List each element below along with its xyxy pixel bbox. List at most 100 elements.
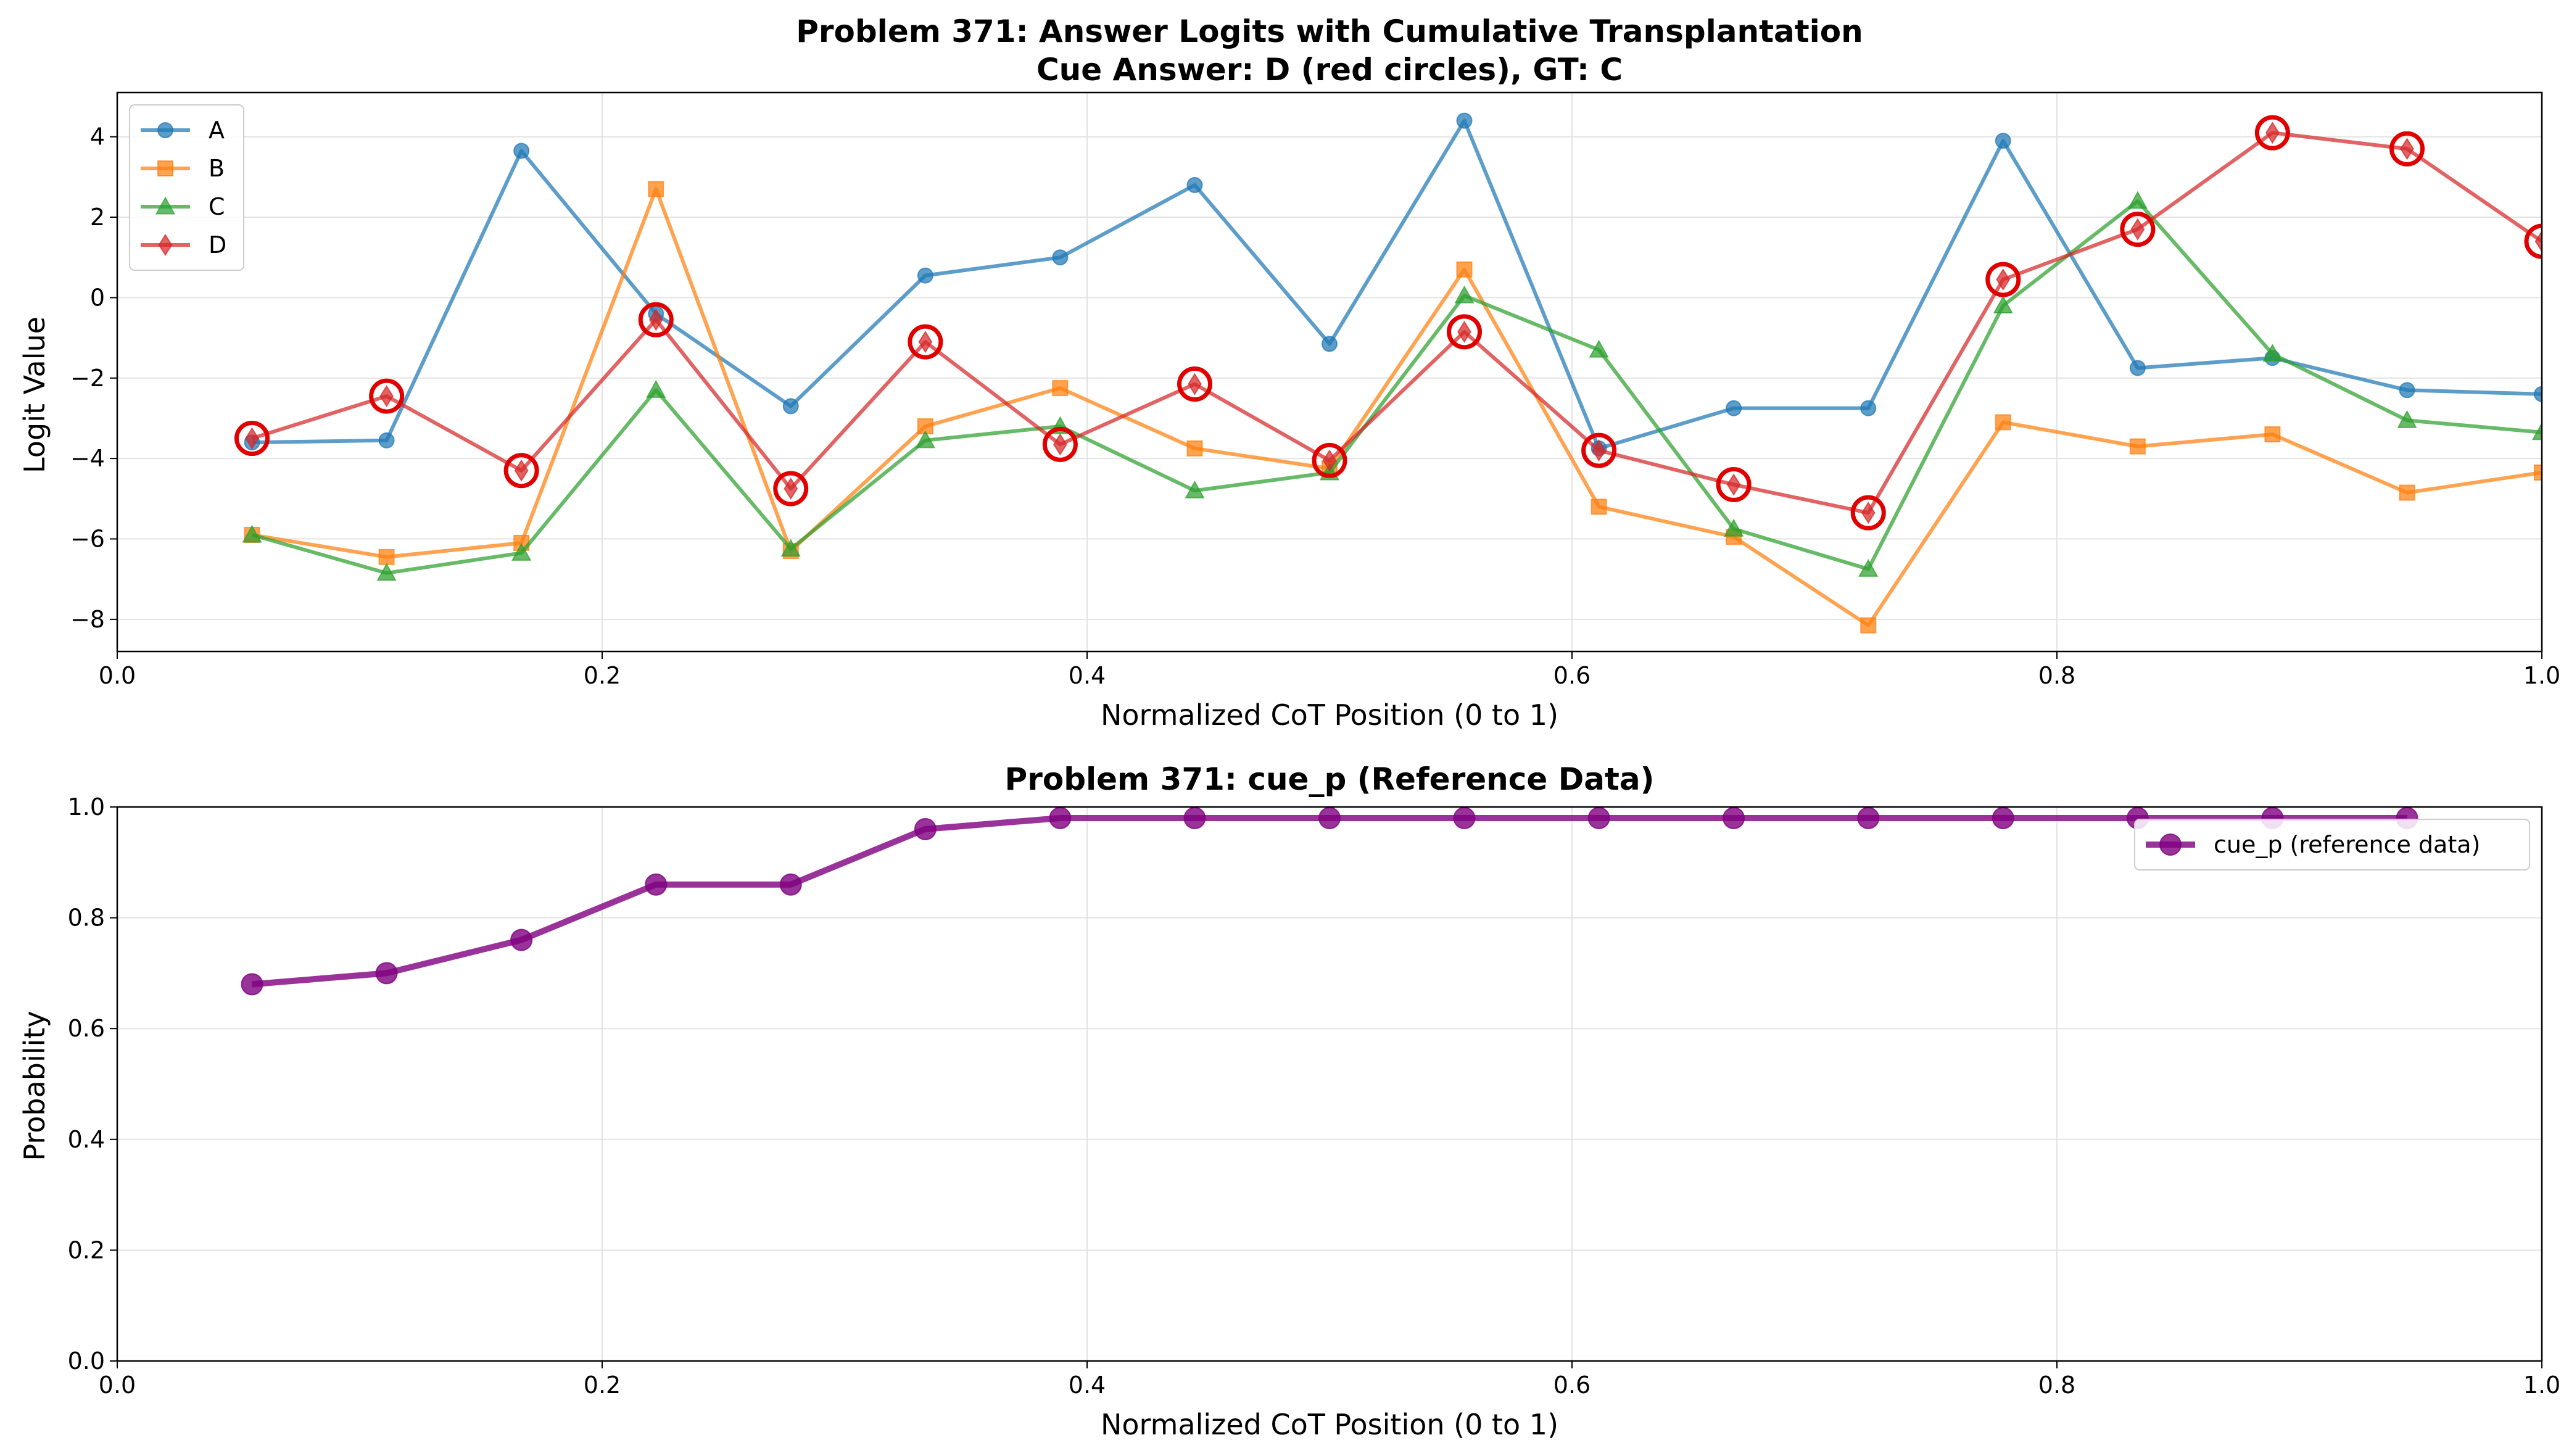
legend-marker [2159, 833, 2182, 856]
cue-highlight-circle [2389, 131, 2425, 167]
data-point-B [1591, 498, 1607, 515]
data-point-C [376, 563, 397, 581]
data-point-A [1052, 249, 1069, 266]
data-point-cue_p (reference data) [914, 817, 937, 840]
y-tick-label: 0.0 [68, 1347, 105, 1375]
x-axis-label: Normalized CoT Position (0 to 1) [1101, 698, 1558, 732]
data-point-D [2400, 138, 2414, 160]
data-point-D [2130, 218, 2145, 241]
legend-box [2134, 819, 2530, 871]
legend-marker [157, 122, 173, 138]
x-tick-label: 0.8 [2038, 662, 2075, 689]
data-point-C [242, 524, 262, 543]
cue-highlight-circle [1312, 442, 1347, 478]
data-point-D [1188, 373, 1202, 395]
y-tick-label: 0 [90, 284, 105, 311]
cue-highlight-circle [369, 378, 405, 414]
axes-frame [116, 806, 2543, 1362]
data-point-cue_p (reference data) [1857, 807, 1880, 829]
legend: cue_p (reference data) [2134, 819, 2530, 871]
data-point-D [784, 477, 798, 500]
cue-highlight-circle [1985, 262, 2021, 297]
data-point-A [1860, 400, 1877, 416]
y-axis-label: Logit Value [18, 316, 51, 473]
data-point-D [1322, 449, 1337, 472]
data-point-B [1456, 261, 1473, 278]
data-point-C [915, 430, 935, 449]
x-tick-label: 0.2 [584, 1371, 621, 1399]
legend-marker [155, 196, 176, 215]
legend-label: B [209, 155, 225, 182]
y-tick-label: 0.8 [68, 904, 105, 932]
x-tick-label: 1.0 [2523, 1371, 2560, 1399]
y-axis-label-2: Probability [18, 1011, 51, 1160]
data-point-C [780, 539, 801, 557]
data-point-cue_p (reference data) [1587, 807, 1610, 829]
data-point-D [1726, 473, 1741, 496]
data-point-B [2129, 438, 2146, 455]
y-tick-label: −8 [70, 606, 105, 633]
data-point-C [1454, 285, 1475, 304]
data-point-B [2399, 484, 2415, 501]
data-point-A [2129, 360, 2146, 376]
legend-label: C [209, 193, 225, 220]
chart-title: Problem 371: Answer Logits with Cumulati… [796, 14, 1863, 49]
data-point-C [1185, 480, 1205, 498]
data-point-D [514, 459, 529, 482]
y-tick-label: 0.2 [68, 1236, 105, 1264]
data-point-cue_p (reference data) [1049, 807, 1072, 829]
series-line-C [251, 199, 2542, 575]
y-tick-label: 2 [90, 204, 105, 231]
data-point-A [2399, 382, 2415, 399]
data-point-A [1186, 176, 1203, 193]
data-point-cue_p (reference data) [1723, 807, 1745, 829]
cue-p-plot: 0.0 0.2 0.4 0.6 0.8 1.0 0.0 0.2 0.4 0.6 0.8 1.0 cue_… [68, 793, 2561, 1399]
series-D [234, 115, 2542, 531]
data-point-D [1053, 433, 1067, 456]
data-point-C [511, 542, 532, 561]
chart-title-2: Problem 371: cue_p (Reference Data) [1005, 761, 1655, 797]
x-tick-label: 0.4 [1069, 1371, 1106, 1399]
cue-highlight-circle [1042, 426, 1078, 462]
y-tick-label: −6 [70, 525, 105, 552]
data-point-C [2262, 344, 2283, 362]
data-point-A [1995, 133, 2011, 149]
legend-label: D [209, 231, 226, 259]
data-point-A [782, 398, 799, 415]
data-point-C [646, 379, 666, 398]
data-point-C [2397, 410, 2417, 428]
legend-label: cue_p (reference data) [2214, 831, 2480, 858]
data-point-A [1726, 400, 1742, 416]
data-point-cue_p (reference data) [1453, 807, 1476, 829]
data-point-B [1186, 440, 1203, 457]
cue-highlight-circle [1581, 432, 1617, 468]
data-point-cue_p (reference data) [645, 873, 668, 896]
data-point-A [1456, 112, 1473, 129]
data-point-C [2531, 422, 2542, 441]
data-point-B [1995, 414, 2011, 431]
series-A [244, 112, 2542, 457]
data-point-C [1993, 295, 2013, 313]
data-point-cue_p (reference data) [241, 973, 263, 996]
y-tick-label: −4 [70, 445, 105, 472]
data-point-cue_p (reference data) [1318, 807, 1341, 829]
data-point-D [918, 331, 933, 354]
x-tick-label: 0.0 [99, 1371, 136, 1399]
data-point-D [1457, 320, 1471, 343]
legend-marker [157, 160, 173, 176]
x-tick-label: 0.0 [99, 662, 136, 689]
x-tick-label: 0.8 [2038, 1371, 2075, 1399]
data-point-cue_p (reference data) [375, 962, 398, 985]
x-tick-label: 0.6 [1553, 1371, 1591, 1399]
data-point-cue_p (reference data) [1992, 807, 2014, 829]
x-tick-label: 0.6 [1553, 662, 1591, 689]
cue-highlight-circle [2254, 115, 2290, 151]
y-tick-label: 0.4 [68, 1126, 105, 1153]
legend-label: A [209, 117, 225, 144]
data-point-A [2534, 386, 2542, 402]
data-point-D [1996, 268, 2011, 291]
y-tick-label: 1.0 [68, 793, 105, 821]
series-C [242, 191, 2542, 581]
data-point-B [2534, 464, 2542, 481]
